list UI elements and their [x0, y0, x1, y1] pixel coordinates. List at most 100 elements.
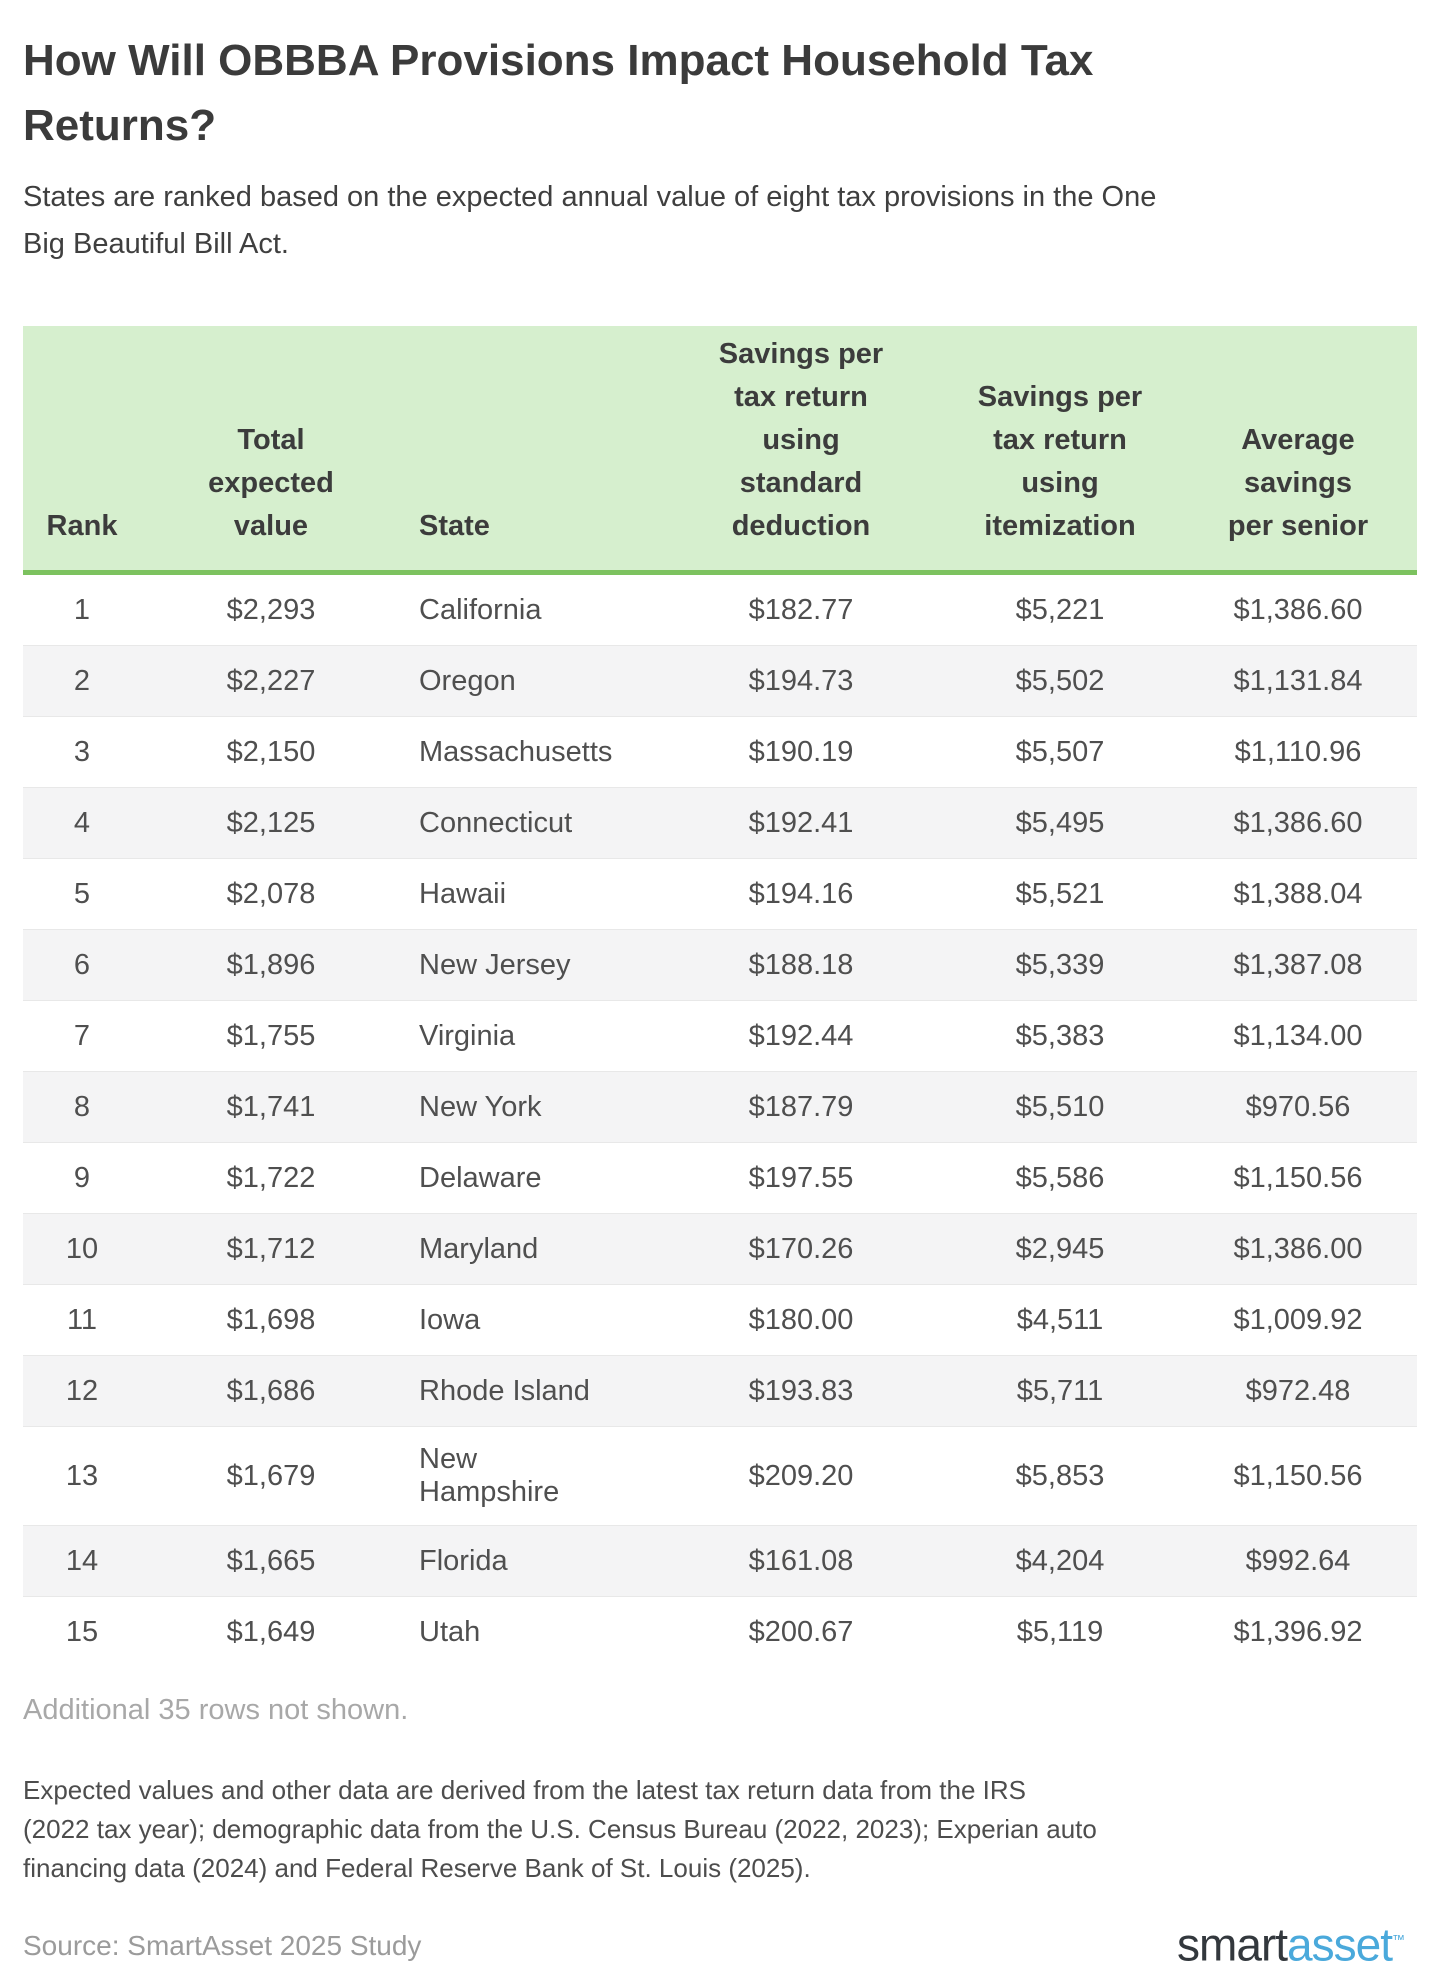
header-cell-itemization: Savings per tax return using itemization — [941, 376, 1179, 548]
cell-savings-itemization: $5,586 — [1015, 1161, 1105, 1194]
table-row: 2 $2,227 Oregon $194.73 $5,502 $1,131.84 — [23, 645, 1417, 716]
cell-savings-itemization: $4,511 — [1016, 1303, 1104, 1336]
cell-savings-itemization: $2,945 — [1015, 1232, 1105, 1265]
header-label-standard: Savings per tax return using standard de… — [718, 338, 884, 542]
state-name: Virginia — [419, 1019, 516, 1052]
cell-avg-savings-senior: $1,386.60 — [1233, 806, 1363, 839]
cell-total-expected-value: $1,649 — [226, 1615, 316, 1648]
logo-smart: smart — [1177, 1918, 1288, 1963]
trademark-symbol: ™ — [1392, 1932, 1405, 1947]
cell-avg-savings-senior: $1,009.92 — [1233, 1303, 1363, 1336]
cell-rank: 5 — [73, 877, 91, 910]
cell-total-expected-value: $1,712 — [226, 1232, 316, 1265]
state-name: California — [419, 593, 542, 626]
header-label-senior: Average savings per senior — [1227, 424, 1369, 542]
cell-rank: 7 — [73, 1019, 91, 1052]
cell-state: Delaware — [401, 1146, 661, 1211]
table-row: 9 $1,722 Delaware $197.55 $5,586 $1,150.… — [23, 1142, 1417, 1213]
source-note: Source: SmartAsset 2025 Study — [23, 1930, 422, 1962]
header-cell-total: Total expected value — [141, 419, 401, 548]
cell-savings-standard: $209.20 — [748, 1459, 854, 1492]
cell-avg-savings-senior: $1,150.56 — [1233, 1459, 1363, 1492]
footer-row: Source: SmartAsset 2025 Study smartasset… — [23, 1914, 1417, 1963]
state-name: New Hampshire — [419, 1443, 560, 1508]
cell-total-expected-value: $2,227 — [226, 664, 316, 697]
state-name: New Jersey — [419, 948, 571, 981]
table-row: 1 $2,293 California $182.77 $5,221 $1,38… — [23, 575, 1417, 645]
header-label-state: State — [419, 510, 490, 542]
table-row: 13 $1,679 New Hampshire $209.20 $5,853 $… — [23, 1426, 1417, 1525]
cell-rank: 1 — [73, 593, 91, 626]
cell-avg-savings-senior: $972.48 — [1245, 1374, 1351, 1407]
cell-rank: 11 — [66, 1303, 98, 1336]
methodology-note: Expected values and other data are deriv… — [23, 1775, 1097, 1883]
cell-state: New Jersey — [401, 933, 661, 998]
header-cell-rank: Rank — [23, 505, 141, 548]
table-row: 4 $2,125 Connecticut $192.41 $5,495 $1,3… — [23, 787, 1417, 858]
cell-savings-itemization: $5,507 — [1015, 735, 1105, 768]
cell-avg-savings-senior: $1,386.00 — [1233, 1232, 1363, 1265]
cell-rank: 10 — [65, 1232, 99, 1265]
cell-avg-savings-senior: $1,131.84 — [1233, 664, 1363, 697]
state-name: New York — [419, 1090, 542, 1123]
state-name: Oregon — [419, 664, 516, 697]
cell-savings-standard: $200.67 — [748, 1615, 854, 1648]
cell-state: Massachusetts — [401, 720, 661, 785]
cell-savings-itemization: $5,510 — [1015, 1090, 1105, 1123]
smartasset-logo: smartasset™ — [1177, 1914, 1405, 1963]
cell-total-expected-value: $2,150 — [226, 735, 316, 768]
cell-state: Maryland — [401, 1217, 661, 1282]
table-row: 10 $1,712 Maryland $170.26 $2,945 $1,386… — [23, 1213, 1417, 1284]
table-row: 6 $1,896 New Jersey $188.18 $5,339 $1,38… — [23, 929, 1417, 1000]
cell-state: Florida — [401, 1529, 661, 1594]
cell-state: Utah — [401, 1600, 661, 1665]
cell-savings-itemization: $4,204 — [1015, 1544, 1105, 1577]
cell-savings-itemization: $5,502 — [1015, 664, 1105, 697]
cell-state: Hawaii — [401, 862, 661, 927]
cell-avg-savings-senior: $1,150.56 — [1233, 1161, 1363, 1194]
state-name: Utah — [419, 1615, 481, 1648]
cell-state: Virginia — [401, 1004, 661, 1069]
header-cell-state: State — [401, 505, 661, 548]
cell-state: California — [401, 578, 661, 643]
cell-total-expected-value: $1,722 — [226, 1161, 316, 1194]
cell-rank: 3 — [73, 735, 91, 768]
cell-avg-savings-senior: $1,388.04 — [1233, 877, 1363, 910]
table-row: 7 $1,755 Virginia $192.44 $5,383 $1,134.… — [23, 1000, 1417, 1071]
table-row: 8 $1,741 New York $187.79 $5,510 $970.56 — [23, 1071, 1417, 1142]
header-label-rank: Rank — [46, 510, 118, 542]
state-name: Florida — [419, 1544, 508, 1577]
cell-total-expected-value: $2,125 — [226, 806, 316, 839]
cell-savings-standard: $182.77 — [748, 593, 854, 626]
cell-savings-itemization: $5,495 — [1015, 806, 1105, 839]
cell-savings-itemization: $5,221 — [1015, 593, 1105, 626]
cell-savings-standard: $192.41 — [748, 806, 854, 839]
state-name: Maryland — [419, 1232, 539, 1265]
cell-savings-standard: $192.44 — [748, 1019, 854, 1052]
cell-rank: 8 — [73, 1090, 91, 1123]
cell-avg-savings-senior: $970.56 — [1245, 1090, 1351, 1123]
cell-savings-itemization: $5,339 — [1015, 948, 1105, 981]
state-name: Rhode Island — [419, 1374, 590, 1407]
cell-savings-standard: $180.00 — [748, 1303, 854, 1336]
table-header: Rank Total expected value State Savings … — [23, 326, 1417, 575]
state-name: Massachusetts — [419, 735, 613, 768]
data-table: Rank Total expected value State Savings … — [23, 326, 1417, 1667]
cell-avg-savings-senior: $1,396.92 — [1233, 1615, 1363, 1648]
cell-savings-itemization: $5,853 — [1015, 1459, 1105, 1492]
table-row: 12 $1,686 Rhode Island $193.83 $5,711 $9… — [23, 1355, 1417, 1426]
cell-savings-standard: $190.19 — [748, 735, 854, 768]
cell-savings-standard: $194.73 — [748, 664, 854, 697]
table-row: 15 $1,649 Utah $200.67 $5,119 $1,396.92 — [23, 1596, 1417, 1667]
cell-total-expected-value: $2,078 — [226, 877, 316, 910]
header-cell-senior: Average savings per senior — [1179, 419, 1417, 548]
cell-state: Iowa — [401, 1288, 661, 1353]
cell-total-expected-value: $1,741 — [226, 1090, 316, 1123]
header-label-total: Total expected value — [208, 424, 334, 542]
header-cell-standard: Savings per tax return using standard de… — [661, 333, 941, 548]
table-body: 1 $2,293 California $182.77 $5,221 $1,38… — [23, 575, 1417, 1667]
cell-rank: 12 — [65, 1374, 99, 1407]
cell-total-expected-value: $1,698 — [226, 1303, 316, 1336]
state-name: Delaware — [419, 1161, 542, 1194]
